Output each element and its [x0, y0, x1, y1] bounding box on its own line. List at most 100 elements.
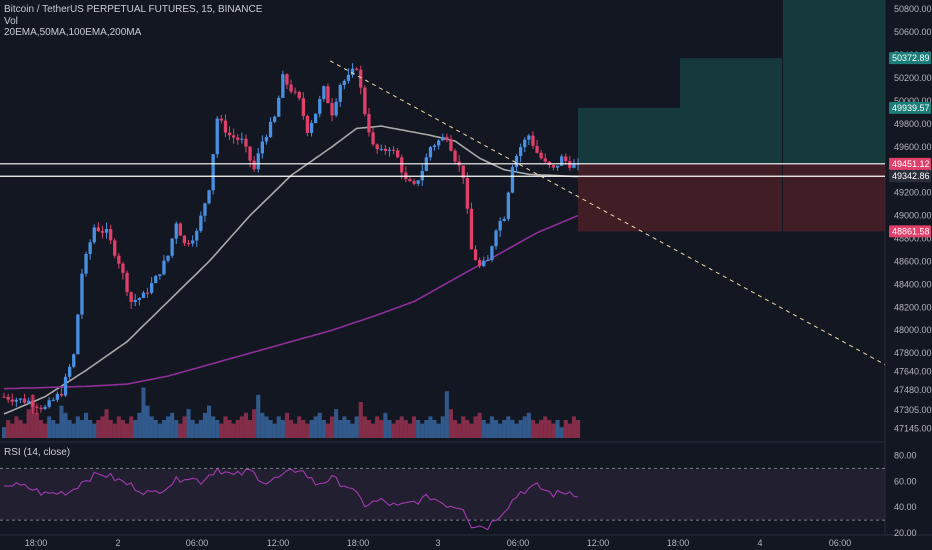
volume-bar: [108, 420, 113, 438]
candle-body: [514, 156, 519, 168]
volume-bar: [293, 423, 298, 438]
candle-body: [416, 180, 420, 184]
volume-bar: [334, 409, 339, 438]
volume-bar: [43, 423, 48, 438]
candle-body: [72, 354, 76, 367]
volume-bar: [268, 420, 273, 438]
candle-body: [379, 148, 383, 150]
volume-bar: [125, 423, 130, 438]
time-axis[interactable]: 18:00 2 06:00 12:00 18:00 3 06:00 12:00 18:00 4 06…: [25, 538, 852, 548]
rsi-tick-label: 40.00: [894, 502, 917, 512]
price-tick-label: 47305.00: [894, 405, 932, 415]
candle-body: [482, 260, 486, 267]
volume-bar: [551, 423, 556, 438]
candle-body: [498, 221, 502, 231]
candles: [2, 63, 580, 415]
candle-body: [400, 157, 404, 173]
candle-body: [260, 141, 264, 154]
volume-bar: [55, 423, 60, 438]
volume-bar: [30, 394, 35, 438]
volume-bar: [231, 423, 236, 438]
candle-body: [301, 98, 305, 116]
rsi-tick-label: 20.00: [894, 528, 917, 538]
indicators-legend[interactable]: 20EMA,50MA,100EMA,200MA: [4, 27, 142, 38]
candle-body: [39, 407, 43, 409]
volume-bar: [153, 420, 158, 438]
candle-body: [412, 181, 416, 184]
volume-bar: [555, 420, 560, 438]
price-tag-label: 48861.58: [892, 226, 930, 236]
candle-body: [104, 229, 109, 233]
volume-bar: [38, 420, 43, 438]
candle-body: [387, 149, 392, 151]
candle-body: [449, 139, 453, 151]
volume-bar: [453, 420, 458, 438]
volume-bar: [440, 416, 445, 438]
candle-body: [543, 158, 547, 162]
volume-bar: [354, 416, 359, 438]
volume-bar: [133, 420, 138, 438]
candle-body: [248, 146, 252, 161]
price-axis[interactable]: 80.0060.0040.0020.0050800.0050600.005040…: [889, 4, 932, 538]
volume-bar: [371, 423, 376, 438]
volume-bar: [145, 405, 150, 438]
candle-body: [375, 144, 379, 149]
candle-body: [506, 192, 510, 219]
volume-bar: [338, 420, 343, 438]
volume-bar: [34, 412, 39, 438]
volume-bar: [284, 412, 289, 438]
volume-bar: [403, 420, 408, 438]
price-tick-label: 47480.00: [894, 385, 932, 395]
time-tick-label: 06:00: [186, 538, 209, 548]
volume-bar: [514, 423, 519, 438]
candle-body: [252, 160, 256, 170]
time-tick-label: 06:00: [507, 538, 530, 548]
volume-bar: [518, 420, 523, 438]
candle-body: [560, 156, 564, 166]
volume-bar: [461, 416, 466, 438]
candle-body: [10, 399, 14, 402]
price-tag: [889, 52, 931, 65]
volume-bar: [383, 412, 388, 438]
volume-bar: [358, 402, 363, 438]
volume-bar: [448, 409, 453, 438]
candle-body: [519, 147, 523, 157]
candle-body: [51, 399, 55, 401]
volume-bar: [362, 416, 367, 438]
candle-body: [199, 215, 203, 231]
price-tick-label: 47640.00: [894, 366, 932, 376]
time-tick-label: 2: [115, 538, 120, 548]
volume-bar: [227, 420, 232, 438]
candle-body: [145, 292, 150, 294]
candle-body: [14, 399, 18, 402]
drawing-lines[interactable]: [0, 60, 886, 366]
volume-bar: [79, 420, 84, 438]
position-zones[interactable]: [578, 0, 885, 232]
candle-body: [68, 366, 72, 377]
profit-zone-1: [578, 107, 680, 164]
candle-body: [2, 396, 6, 398]
volume-bar: [47, 416, 52, 438]
volume-bar: [481, 420, 486, 438]
volume-legend[interactable]: Vol: [4, 16, 18, 27]
price-tick-label: 50600.00: [894, 27, 932, 37]
volume-bar: [473, 416, 478, 438]
volume-bar: [428, 416, 433, 438]
volume-bar: [71, 423, 76, 438]
volume-bar: [342, 416, 347, 438]
volume-bar: [22, 423, 27, 438]
candle-body: [232, 135, 236, 138]
candle-body: [47, 400, 51, 407]
volume-bar: [366, 420, 371, 438]
volume-bar: [2, 427, 7, 438]
volume-bar: [256, 394, 261, 438]
price-tick-label: 48800.00: [894, 233, 932, 243]
volume-bar: [63, 412, 68, 438]
rsi-legend[interactable]: RSI (14, close): [4, 447, 71, 458]
volume-bar: [96, 420, 101, 438]
symbol-title[interactable]: Bitcoin / TetherUS PERPETUAL FUTURES, 15…: [4, 4, 263, 15]
volume-bar: [104, 409, 109, 438]
volume-bar: [182, 416, 187, 438]
volume-bar: [444, 391, 449, 438]
